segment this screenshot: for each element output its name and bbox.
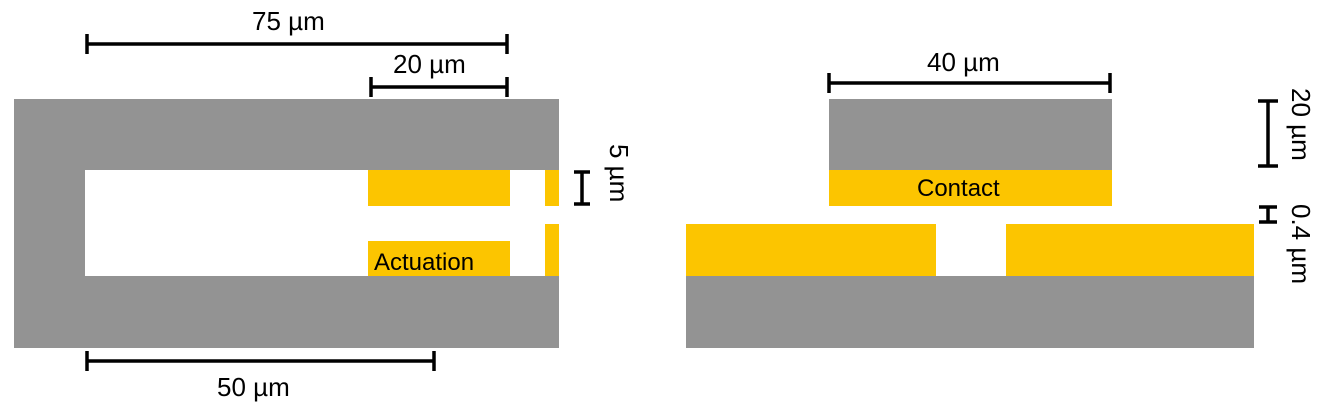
contact-width-label: 40 µm — [927, 47, 1000, 77]
contact-structure: Contact — [686, 99, 1254, 348]
gap-height-label: 5 µm — [604, 144, 634, 202]
lower-beam — [14, 276, 559, 348]
left-signal-line — [686, 224, 936, 276]
lower-actuation-electrode — [368, 241, 510, 276]
contact-pad — [829, 170, 1112, 206]
contact-label: Contact — [917, 175, 1000, 202]
dimension-contact-gap: 0.4 µm — [1259, 204, 1316, 284]
upper-contact-tip — [545, 170, 559, 206]
actuation-pad-label: 20 µm — [393, 49, 466, 79]
overall-length-label: 75 µm — [252, 6, 325, 36]
anchor-wall — [14, 170, 85, 276]
upper-beam — [14, 99, 559, 170]
actuation-label: Actuation — [374, 249, 474, 276]
lower-contact-tip — [545, 224, 559, 276]
upper-actuation-electrode — [368, 170, 510, 206]
contact-gap-label: 0.4 µm — [1286, 204, 1316, 284]
contact-beam-height-label: 20 µm — [1286, 88, 1316, 161]
lower-arm-label: 50 µm — [217, 372, 290, 402]
dimension-actuation-pad: 20 µm — [369, 49, 509, 97]
dimension-overall-length: 75 µm — [85, 6, 509, 54]
contact-beam — [829, 99, 1112, 170]
dimension-lower-arm: 50 µm — [85, 351, 436, 402]
dimension-contact-beam-height: 20 µm — [1258, 88, 1316, 168]
dimension-contact-width: 40 µm — [827, 47, 1112, 93]
right-signal-line — [1006, 224, 1254, 276]
bottom-substrate — [686, 276, 1254, 348]
dimension-gap-height: 5 µm — [574, 144, 634, 206]
actuation-structure: Actuation — [14, 99, 559, 348]
